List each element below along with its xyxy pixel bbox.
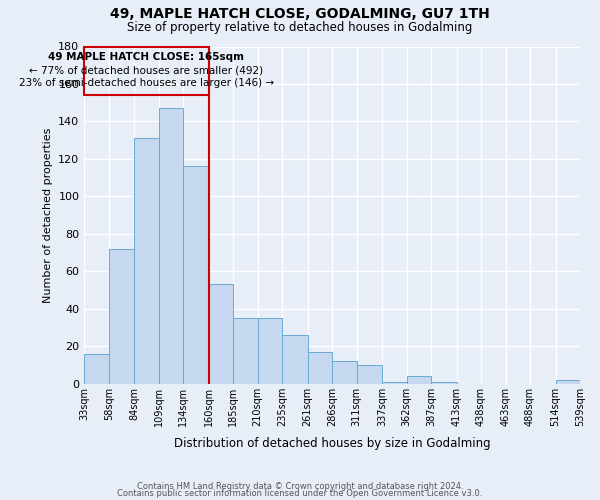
Text: ← 77% of detached houses are smaller (492): ← 77% of detached houses are smaller (49… (29, 65, 263, 75)
Text: Size of property relative to detached houses in Godalming: Size of property relative to detached ho… (127, 21, 473, 34)
Text: 49 MAPLE HATCH CLOSE: 165sqm: 49 MAPLE HATCH CLOSE: 165sqm (49, 52, 244, 62)
Text: 23% of semi-detached houses are larger (146) →: 23% of semi-detached houses are larger (… (19, 78, 274, 88)
Bar (183, 166, 209, 384)
Bar (134, 138, 158, 384)
X-axis label: Distribution of detached houses by size in Godalming: Distribution of detached houses by size … (174, 437, 490, 450)
Text: Contains public sector information licensed under the Open Government Licence v3: Contains public sector information licen… (118, 488, 482, 498)
Text: Contains HM Land Registry data © Crown copyright and database right 2024.: Contains HM Land Registry data © Crown c… (137, 482, 463, 491)
Bar (332, 362, 356, 384)
Bar (431, 382, 457, 384)
Bar (109, 249, 134, 384)
Bar (84, 354, 109, 384)
Bar (556, 380, 580, 384)
Bar (257, 318, 282, 384)
Bar (407, 376, 431, 384)
Bar (233, 318, 257, 384)
Bar (308, 352, 332, 384)
Bar (158, 108, 183, 384)
Bar (382, 382, 407, 384)
Bar (282, 335, 308, 384)
Y-axis label: Number of detached properties: Number of detached properties (43, 128, 53, 303)
Bar (209, 284, 233, 384)
Text: 49, MAPLE HATCH CLOSE, GODALMING, GU7 1TH: 49, MAPLE HATCH CLOSE, GODALMING, GU7 1T… (110, 8, 490, 22)
Bar (356, 365, 382, 384)
Bar (84, 46, 209, 95)
